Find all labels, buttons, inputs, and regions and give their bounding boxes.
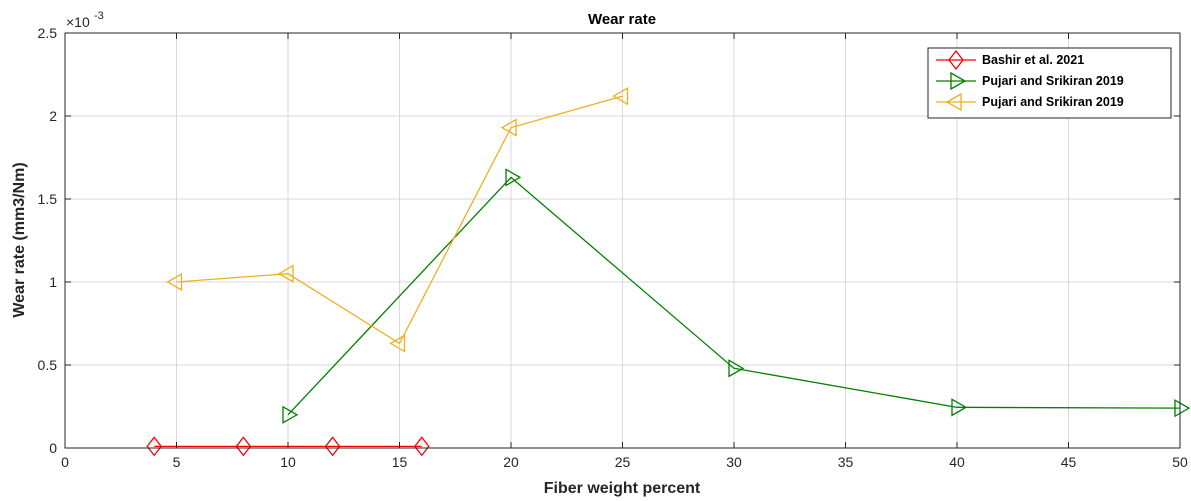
y-tick-label: 2.5: [38, 25, 58, 41]
legend-marker: [948, 49, 964, 71]
series-3: [166, 86, 629, 353]
legend: Bashir et al. 2021 Pujari and Srikiran 20…: [927, 47, 1172, 119]
data-point: [235, 436, 252, 457]
x-tick-label: 25: [615, 454, 631, 470]
data-point: [500, 118, 517, 137]
data-point: [324, 436, 341, 457]
y-multiplier-base: ×10: [66, 14, 90, 30]
legend-item: Pujari and Srikiran 2019: [936, 92, 1124, 112]
y-tick-label: 1: [49, 274, 57, 290]
series-line: [176, 95, 623, 345]
x-tick-label: 50: [1172, 454, 1188, 470]
x-tick-label: 30: [726, 454, 742, 470]
legend-item: Bashir et al. 2021: [936, 49, 1084, 71]
legend-label: Pujari and Srikiran 2019: [982, 95, 1124, 109]
data-point: [951, 398, 968, 417]
data-point: [277, 264, 294, 283]
y-axis-multiplier: ×10 -3: [66, 10, 104, 30]
data-point: [728, 359, 745, 378]
data-point: [389, 334, 406, 353]
series-line: [287, 176, 1181, 416]
data-point: [505, 168, 522, 187]
x-tick-label: 15: [392, 454, 408, 470]
y-multiplier-exponent: -3: [94, 10, 104, 22]
y-tick-label: 1.5: [38, 191, 58, 207]
y-tick-label: 0: [49, 440, 57, 456]
y-tick-label: 0.5: [38, 357, 58, 373]
data-point: [1174, 399, 1191, 418]
data-point: [413, 436, 430, 457]
data-point: [166, 272, 183, 292]
x-tick-label: 10: [280, 454, 296, 470]
x-tick-label: 0: [61, 454, 69, 470]
series-2: [282, 168, 1191, 424]
y-tick-label: 2: [49, 108, 57, 124]
x-axis-label: Fiber weight percent: [544, 480, 701, 497]
x-tick-label: 40: [949, 454, 965, 470]
x-tick-label: 45: [1061, 454, 1077, 470]
legend-item: Pujari and Srikiran 2019: [936, 71, 1124, 91]
legend-marker: [945, 92, 962, 112]
x-tick-label: 20: [503, 454, 519, 470]
y-axis-label: Wear rate (mm3/Nm): [11, 162, 28, 317]
x-tick-label: 5: [173, 454, 181, 470]
ticks: 0 5 10 15 20 25 30 35 40 45 50 0 0.5 1 1.5 2 2.5: [38, 25, 1188, 470]
data-point: [282, 405, 299, 424]
chart-title: Wear rate: [588, 11, 656, 28]
legend-marker: [950, 71, 967, 91]
x-tick-label: 35: [838, 454, 854, 470]
data-point: [146, 436, 163, 457]
legend-label: Bashir et al. 2021: [982, 53, 1084, 67]
legend-label: Pujari and Srikiran 2019: [982, 74, 1124, 88]
data-point: [612, 86, 629, 106]
